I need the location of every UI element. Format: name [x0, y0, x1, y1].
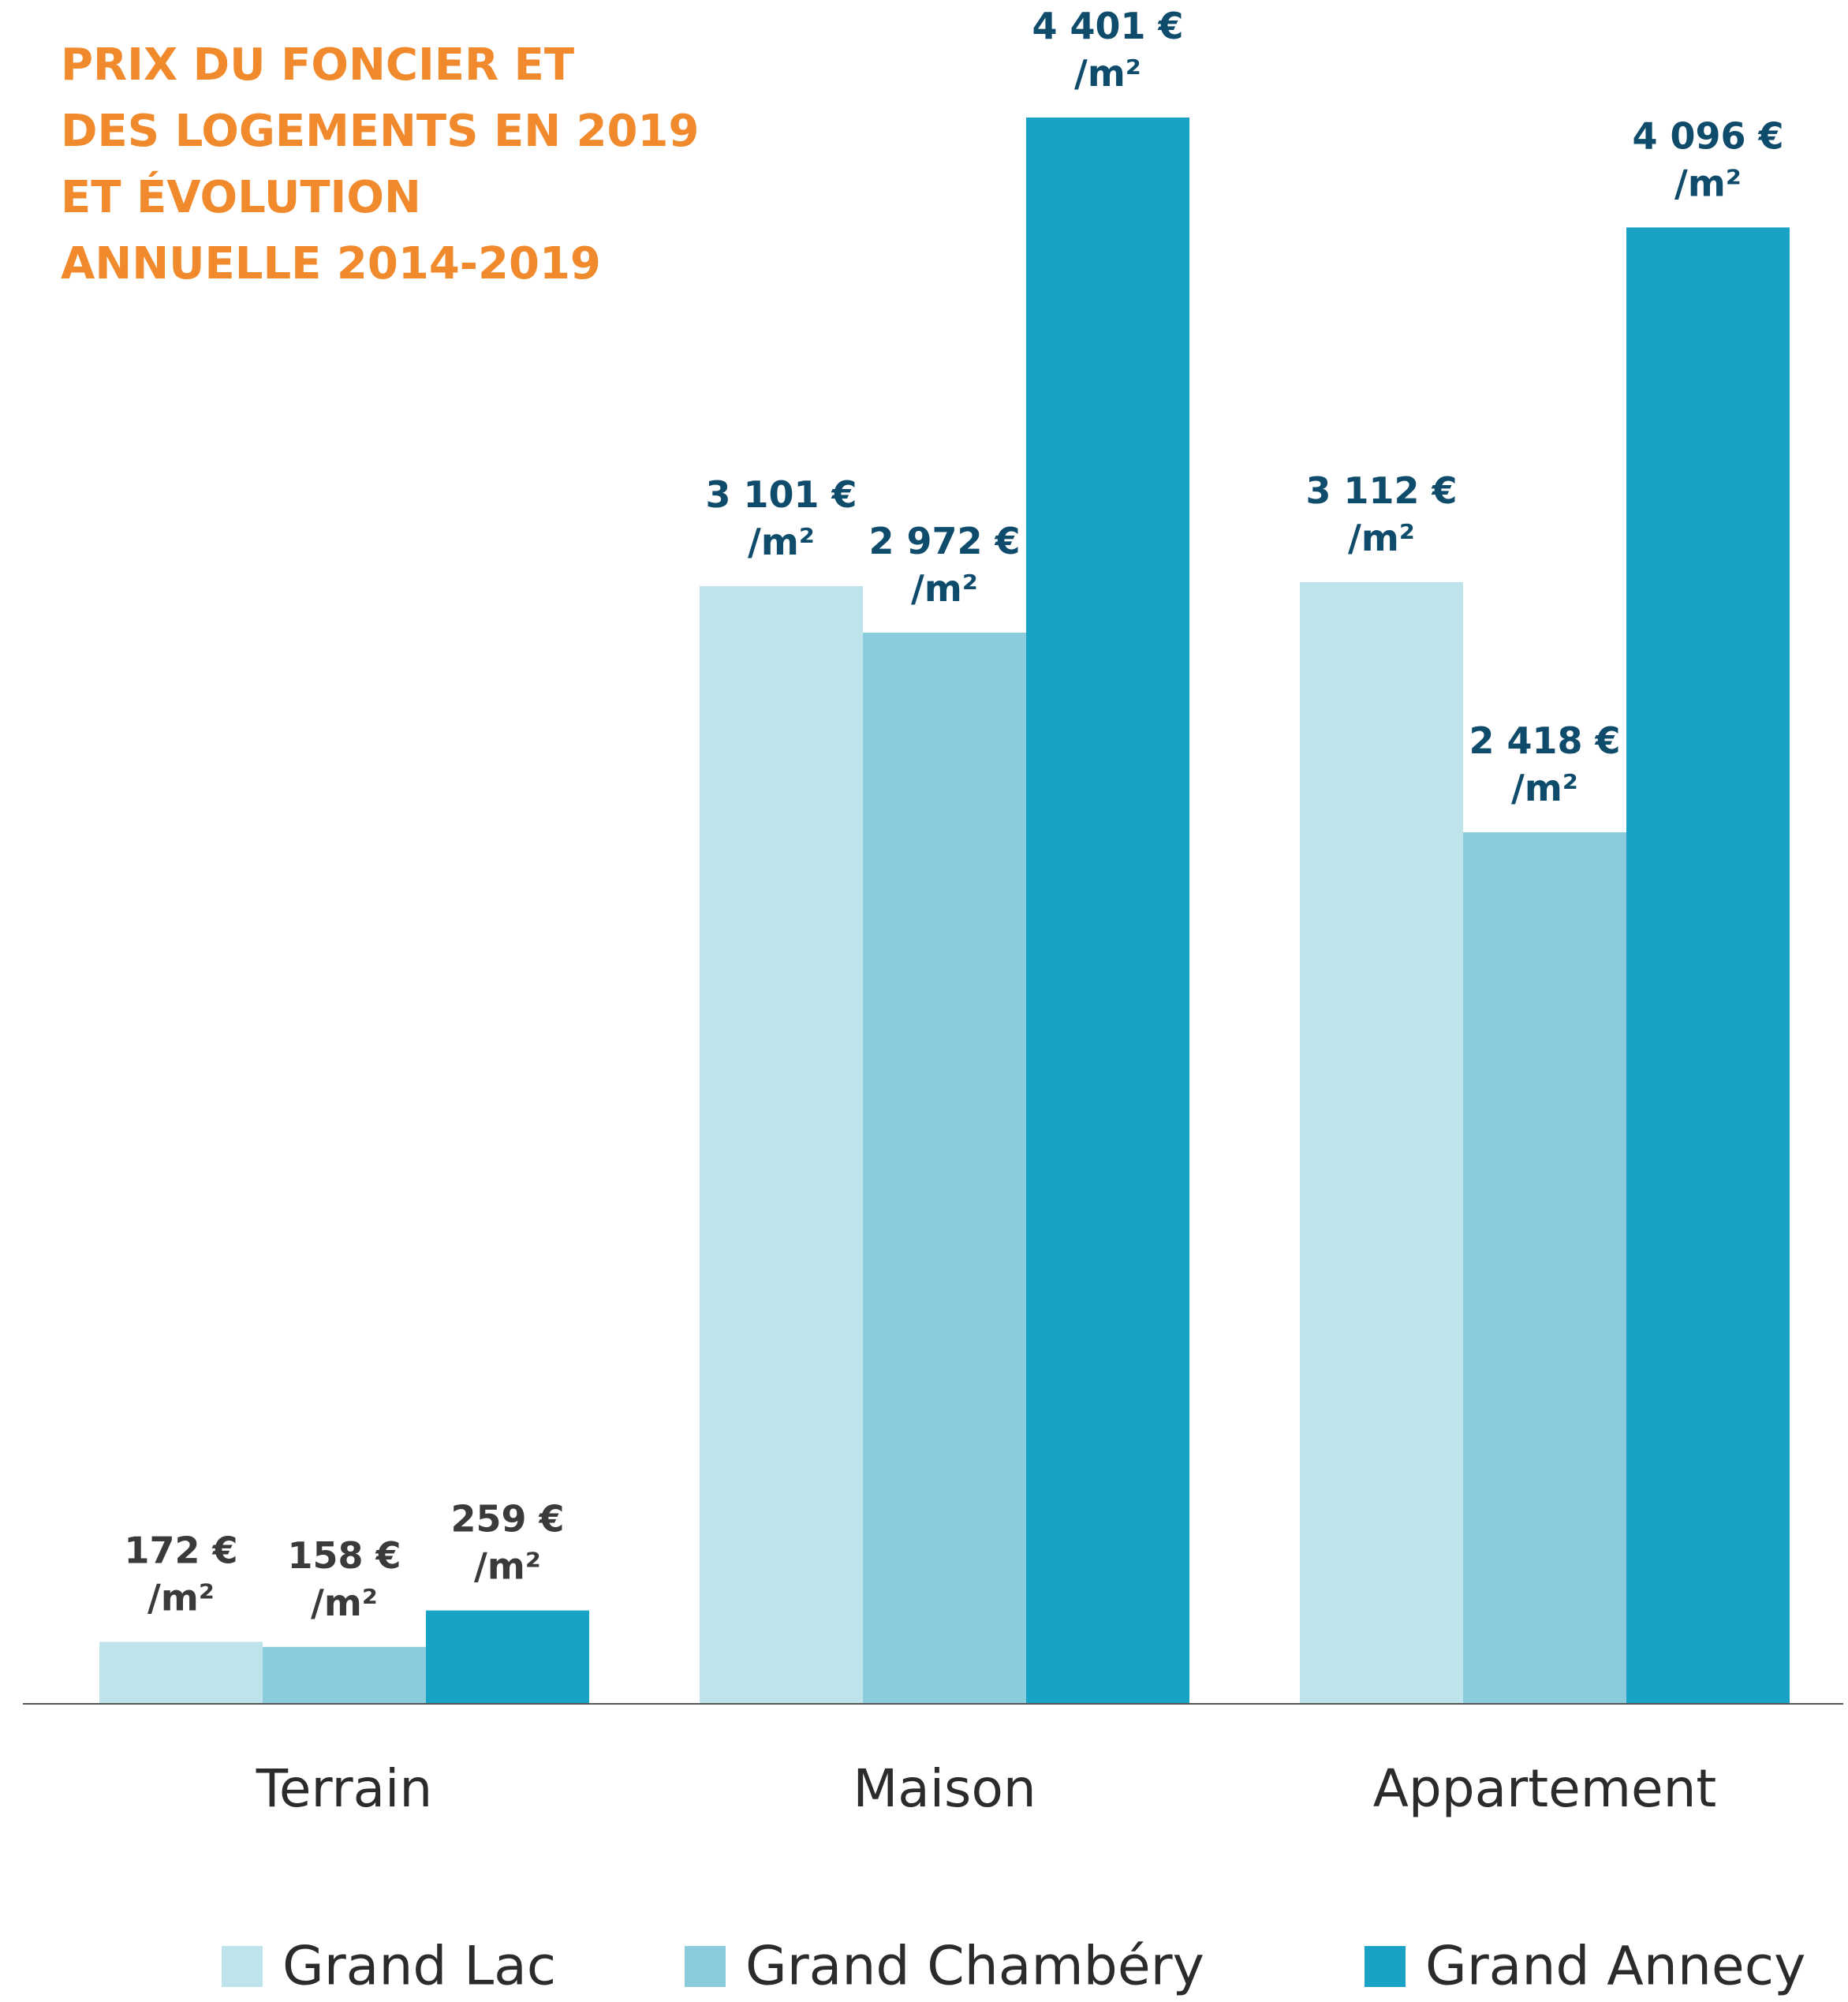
legend-label: Grand Annecy: [1425, 1936, 1805, 1998]
bar: [863, 632, 1026, 1705]
bar: [700, 586, 863, 1704]
legend-label: Grand Lac: [282, 1936, 556, 1998]
bar: [263, 1646, 426, 1704]
data-label: 3 101 €/m²: [705, 473, 857, 563]
chart-title: ANNUELLE 2014-2019: [61, 238, 601, 289]
bar: [1463, 832, 1626, 1704]
data-label: 4 401 €/m²: [1032, 5, 1183, 95]
data-label: 2 418 €/m²: [1469, 719, 1620, 809]
bar: [1026, 118, 1189, 1704]
data-label: 2 972 €/m²: [868, 519, 1020, 609]
bar: [1626, 227, 1790, 1704]
x-tick-label: Appartement: [1373, 1758, 1717, 1819]
x-tick-label: Terrain: [256, 1758, 432, 1819]
legend-swatch: [685, 1946, 726, 1987]
chart-title: PRIX DU FONCIER ET: [61, 39, 574, 91]
bar: [1300, 581, 1463, 1704]
data-label: 158 €/m²: [287, 1533, 401, 1623]
data-label: 3 112 €/m²: [1305, 469, 1457, 558]
legend-swatch: [222, 1946, 263, 1987]
legend-swatch: [1365, 1946, 1406, 1987]
data-label: 172 €/m²: [124, 1529, 237, 1619]
chart-title: DES LOGEMENTS EN 2019: [61, 106, 699, 157]
data-label: 4 096 €/m²: [1632, 114, 1783, 204]
bar: [426, 1610, 589, 1704]
chart-title: ET ÉVOLUTION: [61, 171, 421, 223]
x-tick-label: Maison: [853, 1758, 1036, 1819]
legend-label: Grand Chambéry: [745, 1936, 1204, 1998]
data-label: 259 €/m²: [450, 1497, 564, 1587]
bar: [99, 1642, 263, 1704]
